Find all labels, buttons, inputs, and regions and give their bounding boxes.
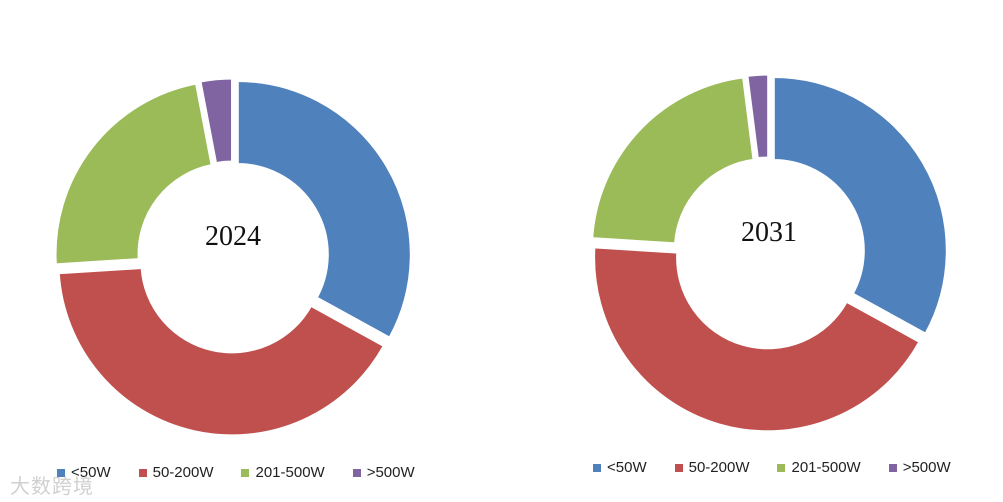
center-label: 2031: [741, 217, 797, 248]
donut-chart-2031: 2031: [590, 72, 949, 434]
legend-swatch: [777, 463, 786, 472]
slice-500w: [198, 76, 235, 166]
legend-swatch: [57, 468, 65, 477]
slice-201-500w: [590, 75, 756, 246]
legend-item: <50W: [57, 464, 111, 481]
legend-swatch: [138, 468, 147, 477]
legend-label: >500W: [366, 464, 415, 481]
donut-chart-2024: 2024: [53, 76, 413, 438]
center-label: 2024: [205, 221, 261, 252]
legend-label: 50-200W: [152, 464, 214, 481]
legend-item: 201-500W: [777, 459, 861, 476]
legend-item: 50-200W: [138, 464, 214, 481]
legend-label: 50-200W: [688, 459, 750, 476]
legend-label: 201-500W: [791, 459, 861, 476]
legend-label: >500W: [902, 459, 951, 476]
slice-50w: [235, 78, 413, 341]
legend-swatch: [674, 463, 683, 472]
legend-label: <50W: [607, 459, 647, 476]
legend-swatch: [352, 468, 361, 477]
legend-label: 201-500W: [255, 464, 325, 481]
legend-2031: <50W 50-200W 201-500W >500W: [593, 459, 951, 476]
legend-swatch: [888, 463, 897, 472]
legend-swatch: [593, 463, 601, 472]
legend-label: <50W: [71, 464, 111, 481]
legend-item: >500W: [352, 464, 415, 481]
slice-50-200w: [592, 245, 923, 434]
watermark-logo: 大数跨境: [10, 474, 94, 498]
slice-50w: [771, 74, 949, 337]
legend-item: 201-500W: [241, 464, 325, 481]
legend-item: >500W: [888, 459, 951, 476]
slice-201-500w: [53, 81, 214, 267]
legend-swatch: [241, 468, 250, 477]
legend-item: <50W: [593, 459, 647, 476]
slice-50-200w: [56, 265, 387, 438]
legend-item: 50-200W: [674, 459, 750, 476]
legend-2024: <50W 50-200W 201-500W >500W: [57, 464, 415, 481]
slice-500w: [745, 72, 771, 161]
